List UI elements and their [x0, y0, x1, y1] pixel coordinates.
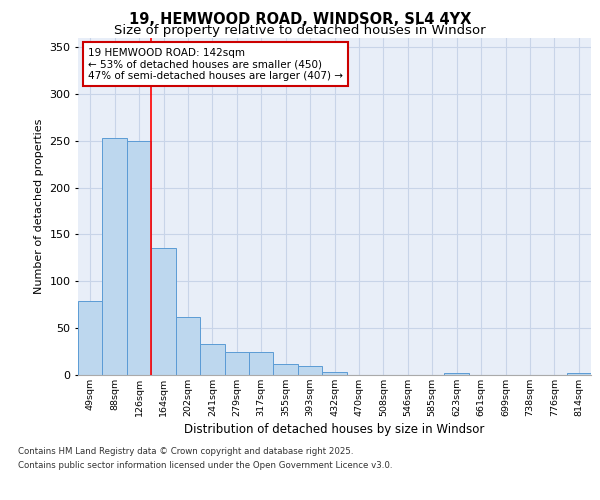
Bar: [445, 373, 469, 375]
Bar: [151, 248, 176, 375]
Text: Contains public sector information licensed under the Open Government Licence v3: Contains public sector information licen…: [18, 461, 392, 470]
Bar: [298, 366, 322, 375]
Text: Contains HM Land Registry data © Crown copyright and database right 2025.: Contains HM Land Registry data © Crown c…: [18, 448, 353, 456]
Text: Size of property relative to detached houses in Windsor: Size of property relative to detached ho…: [114, 24, 486, 37]
Bar: [176, 317, 200, 375]
Bar: [274, 364, 298, 375]
X-axis label: Distribution of detached houses by size in Windsor: Distribution of detached houses by size …: [184, 423, 485, 436]
Bar: [566, 373, 591, 375]
Bar: [78, 301, 103, 375]
Text: 19, HEMWOOD ROAD, WINDSOR, SL4 4YX: 19, HEMWOOD ROAD, WINDSOR, SL4 4YX: [129, 12, 471, 28]
Bar: [103, 138, 127, 375]
Bar: [200, 344, 224, 375]
Bar: [127, 140, 151, 375]
Text: 19 HEMWOOD ROAD: 142sqm
← 53% of detached houses are smaller (450)
47% of semi-d: 19 HEMWOOD ROAD: 142sqm ← 53% of detache…: [88, 48, 343, 81]
Y-axis label: Number of detached properties: Number of detached properties: [34, 118, 44, 294]
Bar: [322, 372, 347, 375]
Bar: [249, 352, 274, 375]
Bar: [224, 352, 249, 375]
